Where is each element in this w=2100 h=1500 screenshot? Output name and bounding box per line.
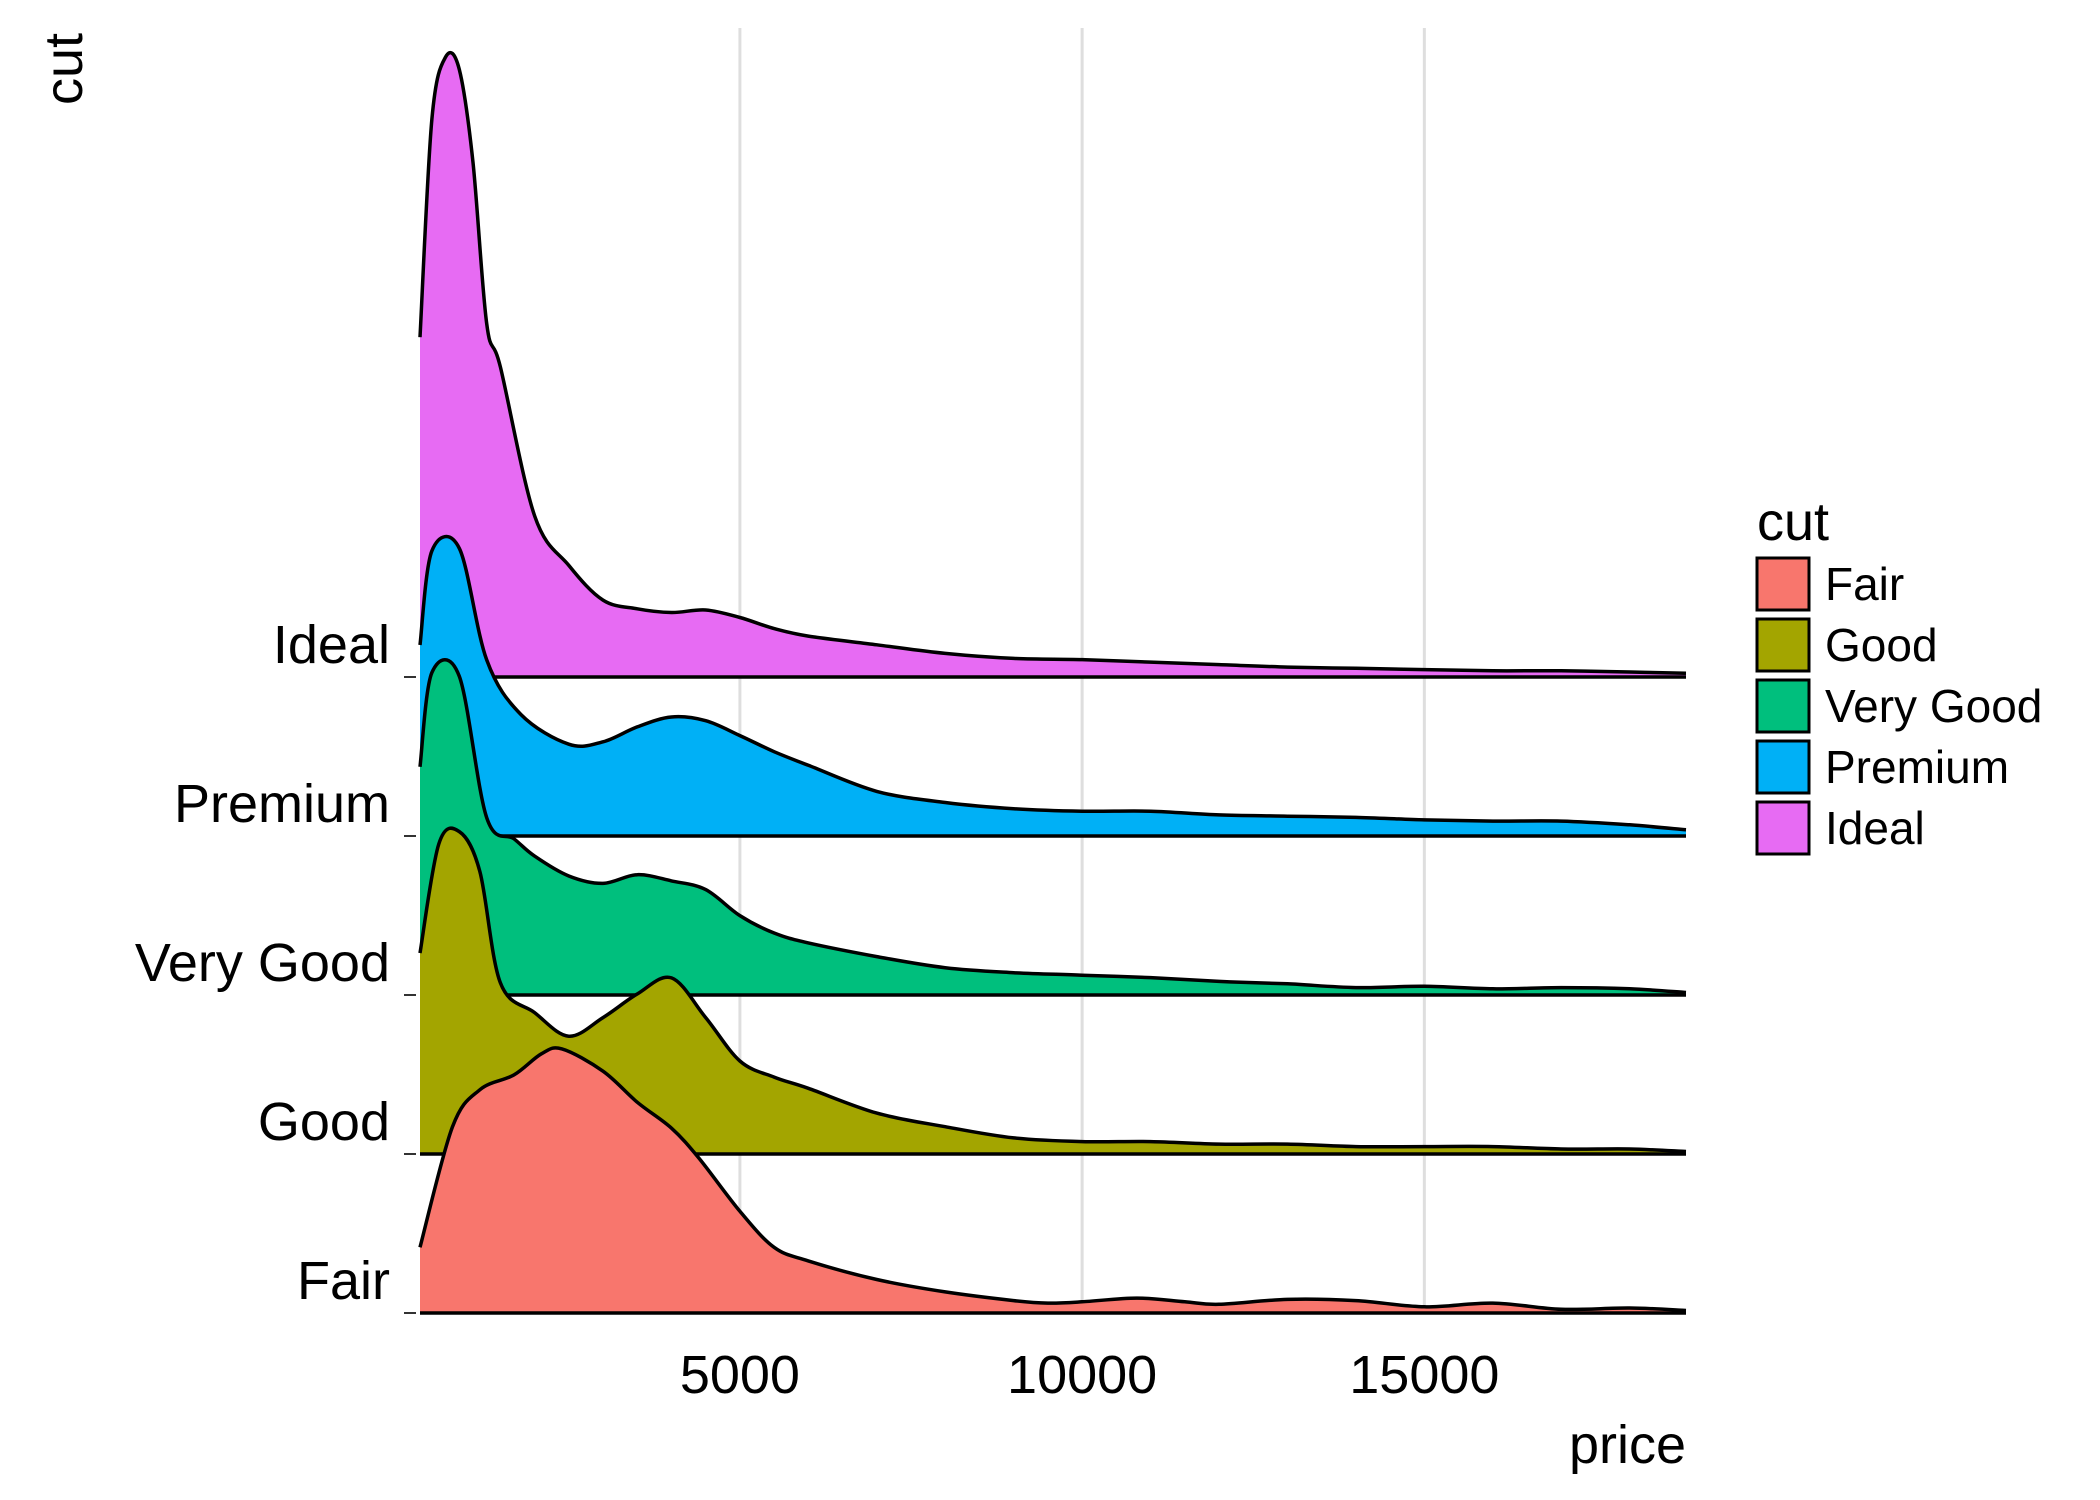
ridge-outline-good <box>418 826 1687 1154</box>
ridge-outline-premium <box>418 534 1687 832</box>
ridge-fill-premium <box>420 536 1686 836</box>
y-tick-label-very-good: Very Good <box>135 933 390 993</box>
legend-label-good: Good <box>1825 619 1938 671</box>
axes: 5000 10000 15000 Ideal Premium Very Good Good F… <box>135 615 1500 1405</box>
y-tick-label-premium: Premium <box>174 774 390 834</box>
legend-key-premium <box>1755 739 1811 795</box>
x-axis-title: price <box>1569 1415 1686 1475</box>
ridge-fill-good <box>420 828 1686 1154</box>
ridge-outline-ideal <box>418 50 1687 676</box>
x-tick-label-5000: 5000 <box>680 1345 800 1405</box>
ridge-fill-ideal <box>420 52 1686 678</box>
ridge-outline-very-good <box>418 658 1687 995</box>
ridge-very-good <box>418 658 1687 997</box>
y-tick-label-ideal: Ideal <box>273 615 390 675</box>
y-tick-label-fair: Fair <box>297 1251 390 1311</box>
ridge-premium <box>418 534 1687 838</box>
density-ridges <box>418 50 1687 1315</box>
y-tick-label-good: Good <box>258 1092 390 1152</box>
legend-label-premium: Premium <box>1825 741 2009 793</box>
y-axis-title: cut <box>34 33 94 105</box>
legend-key-fair <box>1755 556 1811 612</box>
x-tick-label-15000: 15000 <box>1349 1345 1499 1405</box>
legend-key-ideal <box>1755 800 1811 856</box>
legend-label-ideal: Ideal <box>1825 802 1925 854</box>
legend-key-very-good <box>1755 678 1811 734</box>
legend-title: cut <box>1757 492 1829 552</box>
legend-label-fair: Fair <box>1825 558 1904 610</box>
x-tick-label-10000: 10000 <box>1007 1345 1157 1405</box>
legend-key-good <box>1755 617 1811 673</box>
legend-label-very-good: Very Good <box>1825 680 2042 732</box>
ridge-fill-very-good <box>420 659 1686 995</box>
ridge-outline-fair <box>418 1046 1687 1313</box>
legend: cut Fair Good Very Good Premium Ideal <box>1755 492 2042 856</box>
ridge-fair <box>418 1046 1687 1315</box>
ridge-ideal <box>418 50 1687 679</box>
ridge-fill-fair <box>420 1047 1686 1313</box>
